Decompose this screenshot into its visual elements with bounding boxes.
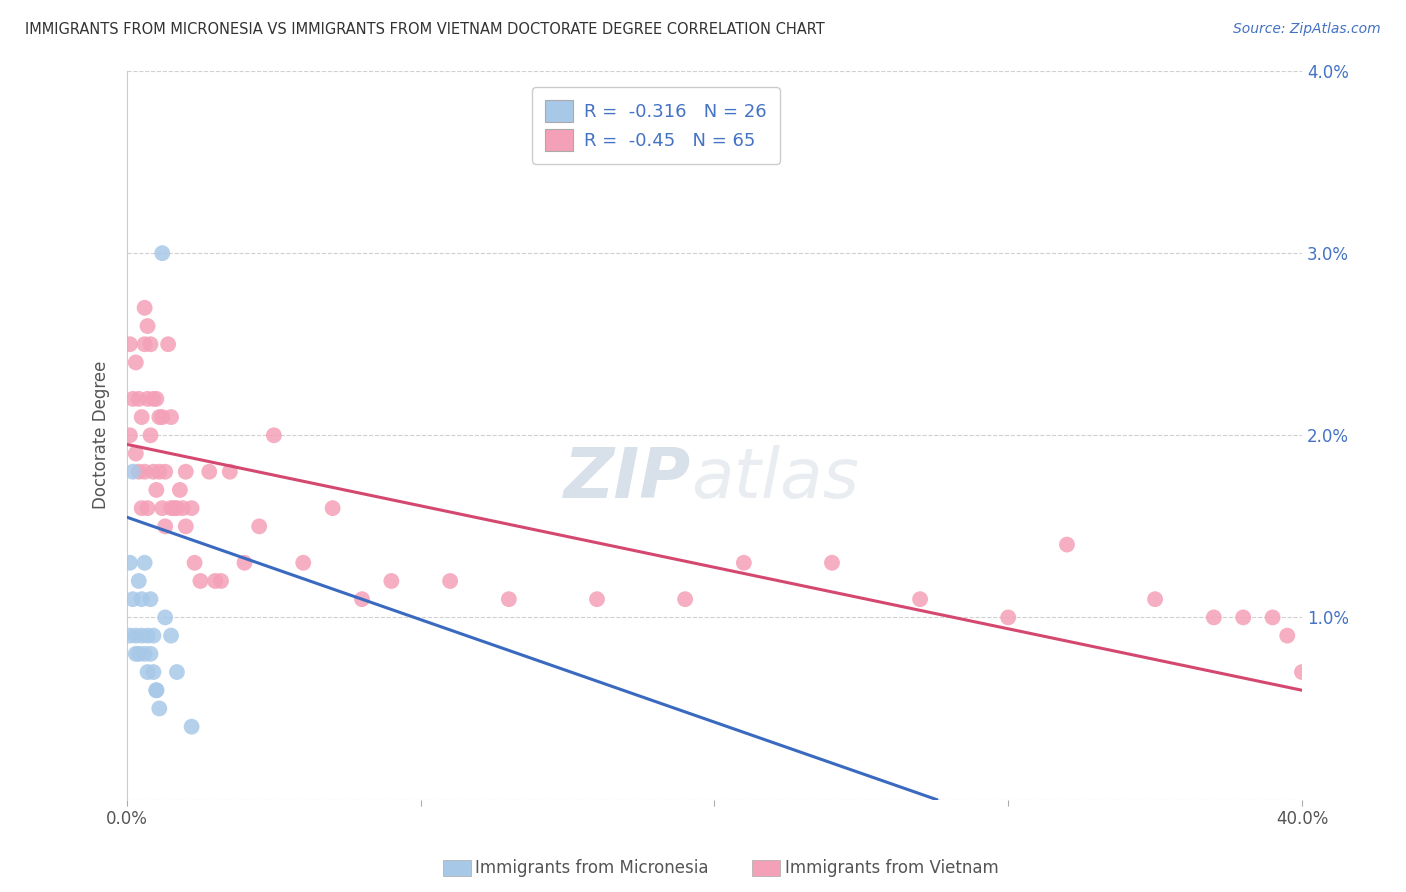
Point (131, 592, 153, 607)
Point (145, 683, 167, 698)
Point (139, 428, 162, 442)
Point (136, 318, 159, 333)
Text: Source: ZipAtlas.com: Source: ZipAtlas.com (1233, 22, 1381, 37)
Point (380, 574, 402, 588)
Point (180, 501, 202, 516)
Point (125, 446, 148, 460)
Point (183, 556, 205, 570)
Point (131, 501, 153, 516)
Point (733, 556, 755, 570)
Point (163, 501, 186, 516)
Point (1291, 665, 1313, 679)
Point (1232, 610, 1254, 624)
Point (150, 501, 173, 516)
Point (136, 392, 159, 406)
Point (128, 392, 150, 406)
Point (142, 392, 165, 406)
Text: ZIP: ZIP (564, 445, 690, 513)
Point (350, 592, 373, 607)
Point (218, 465, 240, 479)
Point (148, 410, 170, 425)
Point (134, 556, 156, 570)
Point (160, 501, 183, 516)
Point (247, 519, 270, 533)
Point (142, 629, 165, 643)
Point (150, 410, 173, 425)
Point (125, 629, 148, 643)
Point (145, 392, 167, 406)
Point (148, 701, 170, 715)
Point (148, 465, 170, 479)
Point (139, 647, 162, 661)
Point (233, 556, 256, 570)
Point (263, 428, 285, 442)
Point (997, 610, 1019, 624)
Point (125, 647, 148, 661)
Point (174, 519, 197, 533)
Point (153, 610, 176, 624)
Point (122, 465, 145, 479)
Point (586, 592, 609, 607)
Point (118, 428, 141, 442)
Point (204, 574, 226, 588)
Point (190, 574, 212, 588)
Point (198, 465, 221, 479)
Point (122, 392, 145, 406)
Point (122, 592, 145, 607)
Point (134, 301, 156, 315)
Point (128, 465, 150, 479)
Point (1277, 629, 1299, 643)
Point (139, 592, 162, 607)
Point (166, 501, 188, 516)
Text: Immigrants from Micronesia: Immigrants from Micronesia (475, 859, 709, 877)
Point (160, 629, 183, 643)
Text: atlas: atlas (690, 445, 859, 513)
Point (134, 465, 156, 479)
Point (439, 574, 461, 588)
Point (1056, 537, 1078, 551)
Point (209, 574, 232, 588)
Point (118, 556, 141, 570)
Text: Immigrants from Vietnam: Immigrants from Vietnam (785, 859, 998, 877)
Legend: R =  -0.316   N = 26, R =  -0.45   N = 65: R = -0.316 N = 26, R = -0.45 N = 65 (531, 87, 779, 164)
Point (150, 246, 173, 260)
Point (1144, 592, 1167, 607)
Point (131, 410, 153, 425)
Point (180, 720, 202, 734)
Point (821, 556, 844, 570)
Y-axis label: Doctorate Degree: Doctorate Degree (93, 361, 110, 509)
Text: IMMIGRANTS FROM MICRONESIA VS IMMIGRANTS FROM VIETNAM DOCTORATE DEGREE CORRELATI: IMMIGRANTS FROM MICRONESIA VS IMMIGRANTS… (25, 22, 825, 37)
Point (142, 665, 165, 679)
Point (142, 465, 165, 479)
Point (128, 647, 150, 661)
Point (322, 501, 344, 516)
Point (134, 647, 156, 661)
Point (153, 465, 176, 479)
Point (1261, 610, 1284, 624)
Point (169, 483, 191, 497)
Point (160, 410, 183, 425)
Point (136, 629, 159, 643)
Point (134, 337, 156, 351)
Point (128, 574, 150, 588)
Point (673, 592, 696, 607)
Point (292, 556, 315, 570)
Point (118, 629, 141, 643)
Point (908, 592, 931, 607)
Point (136, 665, 159, 679)
Point (166, 665, 188, 679)
Point (139, 337, 162, 351)
Point (131, 629, 153, 643)
Point (145, 683, 167, 698)
Point (145, 483, 167, 497)
Point (174, 465, 197, 479)
Point (125, 355, 148, 369)
Point (118, 337, 141, 351)
Point (136, 501, 159, 516)
Point (498, 592, 520, 607)
Point (1202, 610, 1225, 624)
Point (153, 519, 176, 533)
Point (172, 501, 194, 516)
Point (157, 337, 180, 351)
